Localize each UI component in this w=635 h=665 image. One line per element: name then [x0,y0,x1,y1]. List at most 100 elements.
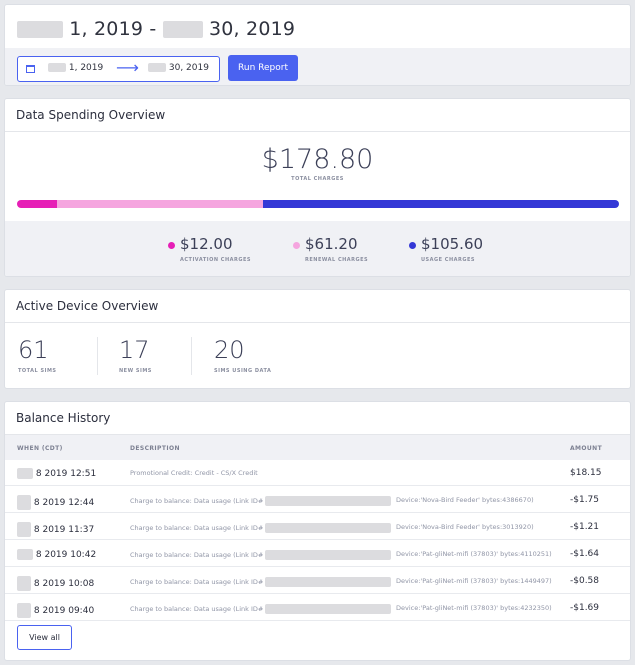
redacted-text [48,63,66,72]
activation-dot-icon [168,242,175,249]
redacted-text [17,495,31,510]
table-row: 8 2019 10:08 Charge to balance: Data usa… [5,568,630,594]
row-description-text: Charge to balance: Data usage (Link ID# [130,605,264,613]
range-start-text: 1, 2019 [69,18,144,40]
table-row: 8 2019 12:44 Charge to balance: Data usa… [5,487,630,513]
row-amount: $18.15 [570,468,602,478]
redacted-text [265,604,392,614]
row-when-text: 8 2019 10:42 [35,550,97,560]
redacted-text [265,577,392,587]
row-description-device: Device:'Pat-gliNet-mifi (37803)' bytes:4… [396,550,552,558]
row-description-device: Device:'Nova-Bird Feeder' bytes:4386670) [396,496,534,504]
redacted-text [17,603,31,618]
divider [191,337,192,375]
row-when-text: 8 2019 12:51 [35,469,97,479]
card-title: Active Device Overview [5,290,630,323]
row-when: 8 2019 11:37 [17,522,94,537]
redacted-text [17,576,31,591]
date-range-input[interactable]: 1, 2019 ⟶ 30, 2019 [17,56,220,82]
column-header-amount: AMOUNT [570,445,603,452]
spending-segment-renewal [57,200,264,208]
start-date-value: 1, 2019 [68,63,104,73]
stat-new-sims: 17 NEW SIMS [119,336,152,374]
date-controls: 1, 2019 ⟶ 30, 2019 Run Report [5,48,630,85]
row-amount: -$1.21 [570,522,600,532]
row-amount: -$0.58 [570,576,600,586]
row-when: 8 2019 12:51 [17,468,96,479]
redacted-text [162,21,203,38]
stat-value: 61 [18,336,49,364]
row-when-text: 8 2019 10:08 [33,579,95,589]
redacted-text [17,21,63,38]
activation-charges-value: $12.00 [180,235,233,253]
stat-value: 17 [119,336,150,364]
stat-label: SIMS USING DATA [214,368,272,374]
end-date-value: 30, 2019 [168,63,209,73]
row-description: Charge to balance: Data usage (Link ID# [130,577,392,587]
usage-charges-value: $105.60 [421,235,484,253]
row-description: Promotional Credit: Credit - CS/X Credit [130,469,258,477]
redacted-text [17,468,33,479]
date-range-card: 1, 2019 - 30, 2019 1, 2019 ⟶ 30, 2019 Ru… [4,4,631,86]
table-header: WHEN (CDT) DESCRIPTION AMOUNT [5,435,630,460]
redacted-text [17,549,33,560]
row-amount: -$1.64 [570,549,600,559]
balance-history-card: Balance History WHEN (CDT) DESCRIPTION A… [4,401,631,661]
active-device-card: Active Device Overview 61 TOTAL SIMS 17 … [4,289,631,389]
row-amount: -$1.75 [570,495,600,505]
table-row: 8 2019 09:40 Charge to balance: Data usa… [5,595,630,621]
usage-charges-label: USAGE CHARGES [421,257,475,263]
row-description-text: Charge to balance: Data usage (Link ID# [130,524,264,532]
stat-total-sims: 61 TOTAL SIMS [18,336,57,374]
row-when-text: 8 2019 11:37 [33,525,95,535]
row-when: 8 2019 10:08 [17,576,94,591]
column-header-when: WHEN (CDT) [17,445,63,452]
date-range-title: 1, 2019 - 30, 2019 [17,18,295,40]
table-row: 8 2019 12:51 Promotional Credit: Credit … [5,460,630,486]
row-when-text: 8 2019 12:44 [33,498,95,508]
column-header-description: DESCRIPTION [130,445,180,452]
row-description: Charge to balance: Data usage (Link ID# [130,496,392,506]
stat-label: TOTAL SIMS [18,368,57,374]
row-description: Charge to balance: Data usage (Link ID# [130,523,392,533]
row-description-device: Device:'Pat-gliNet-mifi (37803)' bytes:1… [396,577,552,585]
activation-charges-label: ACTIVATION CHARGES [180,257,251,263]
stat-label: NEW SIMS [119,368,152,374]
renewal-charges-value: $61.20 [305,235,358,253]
end-date-field[interactable]: 30, 2019 [148,63,209,73]
redacted-text [148,63,166,72]
spending-segment-activation [17,200,58,208]
total-charges-label: TOTAL CHARGES [291,176,344,182]
calendar-icon [26,65,35,73]
table-row: 8 2019 10:42 Charge to balance: Data usa… [5,541,630,567]
row-when: 8 2019 09:40 [17,603,94,618]
redacted-text [265,550,392,560]
row-description-text: Charge to balance: Data usage (Link ID# [130,578,264,586]
row-description: Charge to balance: Data usage (Link ID# [130,604,392,614]
renewal-dot-icon [293,242,300,249]
stat-sims-using-data: 20 SIMS USING DATA [214,336,271,374]
view-all-button[interactable]: View all [17,625,72,650]
total-charges-value: $178.80 [261,144,374,175]
row-amount: -$1.69 [570,603,600,613]
data-spending-card: Data Spending Overview $178.80 TOTAL CHA… [4,98,631,277]
spending-segment-usage [263,200,619,208]
row-description: Charge to balance: Data usage (Link ID# [130,550,392,560]
row-when-text: 8 2019 09:40 [33,606,95,616]
start-date-field[interactable]: 1, 2019 [48,63,103,73]
table-row: 8 2019 11:37 Charge to balance: Data usa… [5,514,630,540]
row-description-device: Device:'Nova-Bird Feeder' bytes:3013920) [396,523,534,531]
row-when: 8 2019 12:44 [17,495,94,510]
row-when: 8 2019 10:42 [17,549,96,560]
redacted-text [265,496,392,506]
range-end-text: 30, 2019 [208,18,296,40]
divider [97,337,98,375]
redacted-text [265,523,392,533]
row-description-text: Charge to balance: Data usage (Link ID# [130,551,264,559]
run-report-button[interactable]: Run Report [228,55,298,81]
card-title: Balance History [5,402,630,435]
arrow-right-icon: ⟶ [116,58,139,77]
card-title: Data Spending Overview [5,99,630,132]
redacted-text [17,522,31,537]
row-description-device: Device:'Pat-gliNet-mifi (37803)' bytes:4… [396,604,552,612]
